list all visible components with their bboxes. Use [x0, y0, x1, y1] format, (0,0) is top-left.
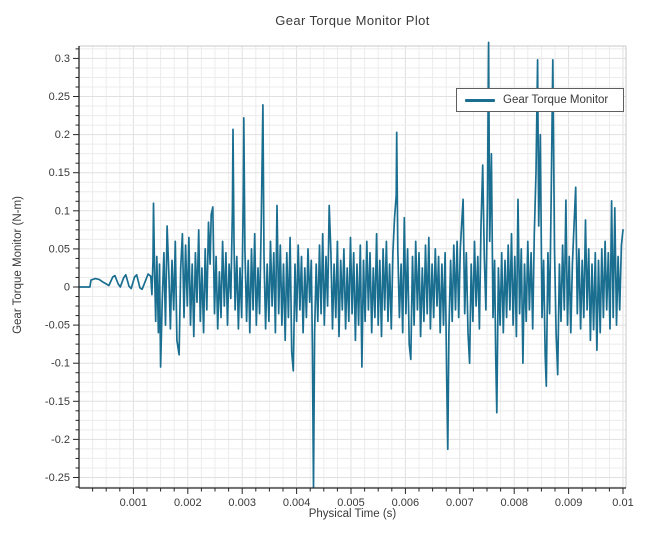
x-tick-label: 0.002 — [174, 497, 202, 509]
y-tick-label: -0.15 — [45, 396, 70, 408]
y-tick-label: -0.1 — [51, 358, 70, 370]
y-axis-label: Gear Torque Monitor (N-m) — [12, 196, 24, 334]
y-tick-label: 0 — [64, 282, 70, 294]
chart-title: Gear Torque Monitor Plot — [275, 13, 430, 28]
y-tick-label: -0.2 — [51, 434, 70, 446]
series-line — [79, 41, 624, 488]
y-tick-label: -0.05 — [45, 320, 70, 332]
axes: 0.001 0.002 0.003 0.004 0.005 0.006 0.007 0.008… — [45, 46, 634, 509]
x-tick-label: 0.009 — [555, 497, 583, 509]
x-tick-label: 0.004 — [283, 497, 311, 509]
legend-line-sample-icon — [465, 98, 495, 102]
x-tick-label: 0.001 — [120, 497, 148, 509]
y-tick-label: 0.05 — [49, 243, 70, 255]
y-tick-label: 0.1 — [55, 205, 70, 217]
y-tick-label: 0.2 — [55, 129, 70, 141]
x-tick-label: 0.003 — [228, 497, 256, 509]
x-tick-label: 0.007 — [446, 497, 474, 509]
x-tick-label: 0.008 — [500, 497, 528, 509]
x-tick-label: 0.005 — [337, 497, 365, 509]
legend: Gear Torque Monitor — [456, 88, 624, 112]
y-tick-label: 0.15 — [49, 167, 70, 179]
x-tick-label: 0.01 — [612, 497, 633, 509]
y-tick-label: 0.25 — [49, 91, 70, 103]
x-axis-label: Physical Time (s) — [308, 508, 397, 520]
y-tick-label: -0.25 — [45, 472, 70, 484]
y-tick-label: 0.3 — [55, 53, 70, 65]
legend-label: Gear Torque Monitor — [503, 94, 609, 106]
x-tick-label: 0.006 — [392, 497, 420, 509]
